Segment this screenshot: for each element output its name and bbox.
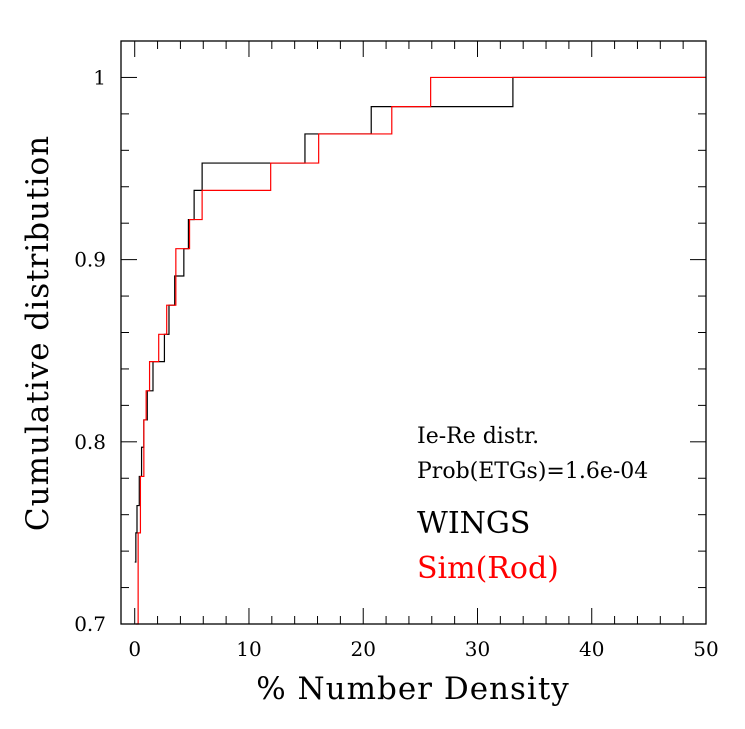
y-tick-label: 0.7	[74, 612, 106, 636]
series-wings-line	[134, 76, 706, 563]
x-tick-label: 30	[465, 637, 490, 661]
series-layer	[134, 76, 706, 625]
x-tick-label: 10	[236, 637, 261, 661]
legend-sim-rod: Sim(Rod)	[417, 551, 559, 586]
x-tick-label: 50	[693, 637, 718, 661]
series-sim-rod-line	[135, 76, 706, 625]
y-tick-label: 0.8	[74, 430, 106, 454]
x-tick-label: 40	[579, 637, 604, 661]
annotation-probability: Prob(ETGs)=1.6e-04	[417, 459, 648, 484]
y-axis-title: Cumulative distribution	[20, 135, 56, 531]
x-axis-title: % Number Density	[256, 671, 570, 707]
x-tick-label: 0	[128, 637, 141, 661]
x-tick-label: 20	[351, 637, 376, 661]
axis-ticks	[121, 40, 707, 625]
legend-wings: WINGS	[417, 506, 530, 541]
y-tick-label: 1	[93, 65, 106, 89]
tick-labels: 0 10 20 30 40 50 0.7 0.8 0.9 1	[74, 65, 719, 661]
y-tick-label: 0.9	[74, 248, 106, 272]
annotation-method: Ie-Re distr.	[417, 424, 539, 449]
plot-frame	[120, 40, 707, 625]
